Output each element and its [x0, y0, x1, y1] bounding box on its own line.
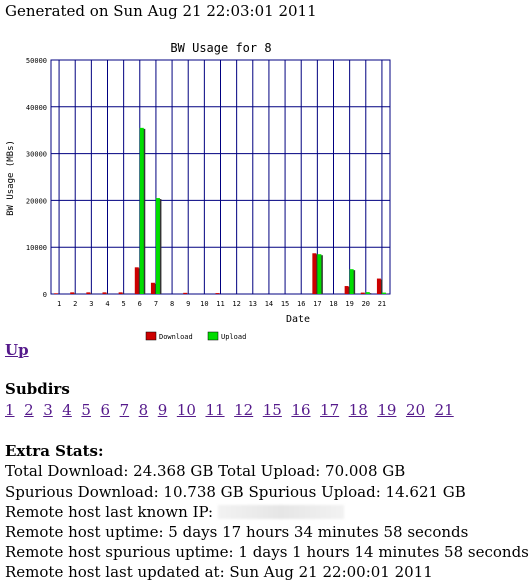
x-tick-label: 16	[297, 300, 305, 308]
bar-upload	[365, 292, 370, 294]
bar-download	[102, 292, 107, 294]
y-tick-label: 40000	[26, 104, 47, 112]
subdir-link[interactable]: 18	[348, 401, 368, 419]
chart-legend: Download Upload	[145, 331, 246, 341]
bar-upload	[317, 254, 322, 294]
bar-upload	[381, 292, 386, 294]
bar-upload	[155, 198, 160, 294]
bar-download	[183, 292, 188, 294]
bar-download	[70, 292, 75, 294]
subdir-link[interactable]: 8	[138, 401, 149, 419]
bar-download	[150, 282, 155, 294]
subdir-link[interactable]: 9	[157, 401, 168, 419]
generated-timestamp: Generated on Sun Aug 21 22:03:01 2011	[5, 2, 317, 20]
x-tick-label: 15	[281, 300, 289, 308]
x-tick-label: 6	[138, 300, 142, 308]
bar-download	[134, 267, 139, 294]
bar-download	[312, 253, 317, 294]
x-tick-label: 19	[345, 300, 353, 308]
bar-download	[118, 292, 123, 294]
subdir-link[interactable]: 6	[100, 401, 111, 419]
subdir-link[interactable]: 12	[234, 401, 254, 419]
subdir-link[interactable]: 1	[5, 401, 15, 419]
bar-download	[376, 278, 381, 294]
y-tick-label: 20000	[26, 197, 47, 205]
x-tick-label: 18	[329, 300, 337, 308]
bandwidth-chart: BW Usage for 8 BW Usage (MBs) Date 0 1000…	[0, 36, 400, 346]
legend-label: Upload	[221, 333, 246, 341]
x-tick-label: 1	[57, 300, 61, 308]
uptime-stat: Remote host uptime: 5 days 17 hours 34 m…	[5, 523, 469, 541]
chart-grid	[50, 59, 391, 295]
legend-swatch	[145, 331, 157, 341]
x-tick-label: 3	[89, 300, 93, 308]
subdir-link[interactable]: 4	[62, 401, 72, 419]
chart-bars	[54, 127, 388, 294]
total-transfer-stat: Total Download: 24.368 GB Total Upload: …	[5, 462, 406, 480]
x-tick-label: 21	[378, 300, 386, 308]
x-tick-label: 8	[170, 300, 174, 308]
subdir-link[interactable]: 21	[434, 401, 454, 419]
spurious-uptime-stat: Remote host spurious uptime: 1 days 1 ho…	[5, 543, 529, 561]
x-tick-label: 17	[313, 300, 321, 308]
remote-ip-stat: Remote host last known IP:	[5, 503, 344, 521]
bar-download	[344, 286, 349, 294]
x-tick-label: 9	[186, 300, 190, 308]
subdir-link[interactable]: 20	[405, 401, 426, 419]
x-tick-label: 7	[154, 300, 158, 308]
subdir-link[interactable]: 5	[81, 401, 91, 419]
x-tick-label: 2	[73, 300, 77, 308]
subdir-link[interactable]: 15	[262, 401, 282, 419]
x-tick-label: 20	[362, 300, 370, 308]
x-tick-label: 11	[216, 300, 224, 308]
bandwidth-chart-svg: BW Usage for 8 BW Usage (MBs) Date 0 1000…	[6, 41, 391, 341]
subdir-link[interactable]: 2	[24, 401, 34, 419]
chart-x-axis-label: Date	[286, 314, 310, 325]
extra-stats-heading: Extra Stats:	[5, 442, 104, 460]
bar-upload	[349, 269, 354, 294]
y-tick-label: 0	[43, 291, 47, 299]
x-tick-label: 13	[249, 300, 257, 308]
bar-download	[86, 292, 91, 294]
x-tick-label: 14	[265, 300, 273, 308]
subdir-links: 1 2 3 4 5 6 7 8 9 10 11 12 15 16 17 18 1…	[5, 401, 454, 419]
x-tick-label: 12	[232, 300, 240, 308]
spurious-transfer-stat: Spurious Download: 10.738 GB Spurious Up…	[5, 483, 466, 501]
x-tick-label: 10	[200, 300, 208, 308]
subdir-link[interactable]: 19	[377, 401, 397, 419]
bar-download	[54, 293, 59, 294]
y-tick-label: 50000	[26, 57, 47, 65]
x-tick-label: 4	[105, 300, 109, 308]
subdir-link[interactable]: 3	[43, 401, 53, 419]
y-tick-label: 10000	[26, 244, 47, 252]
subdir-link[interactable]: 17	[320, 401, 340, 419]
chart-title: BW Usage for 8	[170, 41, 271, 55]
last-updated-stat: Remote host last updated at: Sun Aug 21 …	[5, 563, 433, 581]
redacted-ip	[217, 505, 344, 519]
remote-ip-label: Remote host last known IP:	[5, 503, 214, 521]
legend-swatch	[207, 331, 219, 341]
chart-y-axis-label: BW Usage (MBs)	[6, 140, 16, 216]
up-link[interactable]: Up	[5, 341, 29, 359]
subdirs-heading: Subdirs	[5, 380, 70, 398]
x-tick-label: 5	[122, 300, 126, 308]
bar-download	[360, 292, 365, 294]
y-tick-label: 30000	[26, 151, 47, 159]
subdir-link[interactable]: 16	[291, 401, 311, 419]
legend-label: Download	[159, 333, 193, 341]
bar-download	[215, 293, 220, 294]
subdir-link[interactable]: 7	[119, 401, 130, 419]
bar-upload	[139, 127, 144, 294]
subdir-link[interactable]: 10	[176, 401, 196, 419]
subdir-link[interactable]: 11	[205, 401, 225, 419]
